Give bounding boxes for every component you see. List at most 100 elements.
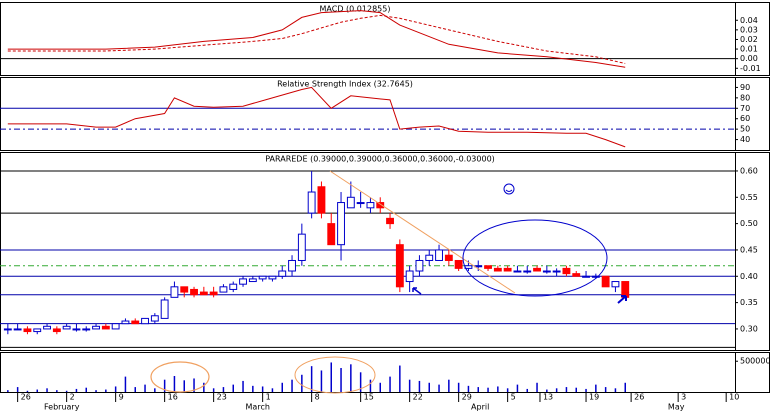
candle-body (190, 288, 198, 296)
candle-body (562, 267, 571, 275)
x-tick-label: 5 (511, 393, 516, 402)
candle-body (346, 196, 355, 209)
arrow (412, 287, 422, 295)
y-tick-label: 90 (740, 83, 750, 92)
candle-body (503, 267, 512, 272)
x-group-label: May (668, 403, 685, 412)
volume-ellipse (294, 356, 376, 394)
candle-body (13, 328, 22, 331)
candle-body (268, 275, 277, 280)
candle-body (101, 325, 110, 330)
indicator-line (7, 10, 626, 68)
highlight-ellipse (462, 219, 608, 297)
candle-body (160, 299, 169, 319)
candle-body (601, 275, 610, 288)
x-tick-label: 19 (589, 393, 599, 402)
candle-body (219, 286, 228, 293)
candle-body (454, 259, 463, 269)
candle-body (199, 291, 208, 296)
candle-body (170, 286, 179, 298)
y-tick-label: 60 (740, 114, 750, 123)
y-tick-label: 0.40 (740, 272, 758, 281)
y-tick-label: 0.02 (740, 35, 758, 44)
candle-body (484, 265, 492, 269)
x-tick-label: 16 (168, 393, 178, 402)
candle-body (141, 317, 149, 325)
y-tick-label: 0.55 (740, 193, 758, 202)
candle-body (33, 328, 42, 333)
candle-body (542, 270, 551, 273)
candle-body (3, 328, 12, 331)
candle-body (327, 223, 336, 246)
candle-body (395, 244, 404, 288)
smiley-mouth (505, 189, 513, 192)
candle-body (111, 323, 120, 330)
candle-body (43, 325, 51, 330)
candle-body (82, 328, 91, 331)
y-tick-label: 40 (740, 135, 750, 144)
x-tick-label: 2 (70, 393, 75, 402)
y-tick-label: 0.04 (740, 16, 758, 25)
candle-body (72, 328, 81, 331)
y-tick-label: 5000000 (740, 357, 770, 366)
candle-body (552, 270, 561, 273)
candle-body (258, 275, 267, 280)
x-group-label: March (246, 403, 270, 412)
y-tick-label: 0.45 (740, 245, 758, 254)
y-tick-label: 70 (740, 104, 750, 113)
volume-ellipse (150, 361, 210, 393)
smiley-icon (503, 183, 515, 195)
y-tick-label: 0.60 (740, 166, 758, 175)
candle-body (297, 233, 306, 261)
candle-body (62, 325, 71, 330)
panel-title: PARAREDE (0.39000,0.39000,0.36000,0.3600… (265, 155, 495, 164)
candle-body (239, 278, 247, 285)
candle-body (317, 186, 326, 214)
candle-body (288, 259, 296, 272)
indicator-line (7, 14, 626, 64)
y-tick-label: 0.50 (740, 219, 758, 228)
x-group-label: February (44, 403, 80, 412)
candle-body (92, 325, 100, 330)
candle-body (425, 254, 434, 261)
candle-body (405, 270, 414, 283)
y-tick-label: 0.01 (740, 45, 758, 54)
candle-body (376, 202, 385, 209)
candle-body (52, 328, 61, 333)
indicator-line (7, 86, 626, 148)
x-tick-label: 22 (413, 393, 423, 402)
candle-body (131, 320, 140, 325)
candle-body (229, 283, 238, 290)
candle-body (523, 270, 532, 273)
x-tick-label: 13 (543, 393, 553, 402)
x-tick-label: 1 (266, 393, 271, 402)
x-tick-label: 23 (217, 393, 227, 402)
x-group-label: April (471, 403, 489, 412)
panel-title: MACD (0.012855) (320, 5, 391, 14)
candle-body (209, 291, 218, 296)
candle-body (248, 278, 257, 283)
x-tick-label: 15 (364, 393, 374, 402)
candle-body (337, 202, 345, 246)
candle-body (513, 270, 522, 273)
candle-body (493, 267, 502, 272)
candle-body (444, 254, 453, 261)
y-tick-label: 50 (740, 125, 750, 134)
y-tick-label: 0.00 (740, 54, 758, 63)
candle-body (464, 265, 473, 269)
x-tick-label: 9 (119, 393, 124, 402)
candle-body (386, 217, 394, 225)
y-tick-label: 0.03 (740, 25, 758, 34)
x-tick-label: 10 (729, 393, 739, 402)
candle-body (572, 273, 581, 277)
candle-body (307, 191, 316, 214)
candle-body (415, 259, 424, 272)
y-tick-label: 80 (740, 93, 750, 102)
x-tick-label: 3 (681, 393, 686, 402)
candle-body (278, 270, 287, 277)
candle-body (23, 328, 32, 333)
candle-body (621, 281, 630, 298)
x-tick-label: 26 (634, 393, 644, 402)
